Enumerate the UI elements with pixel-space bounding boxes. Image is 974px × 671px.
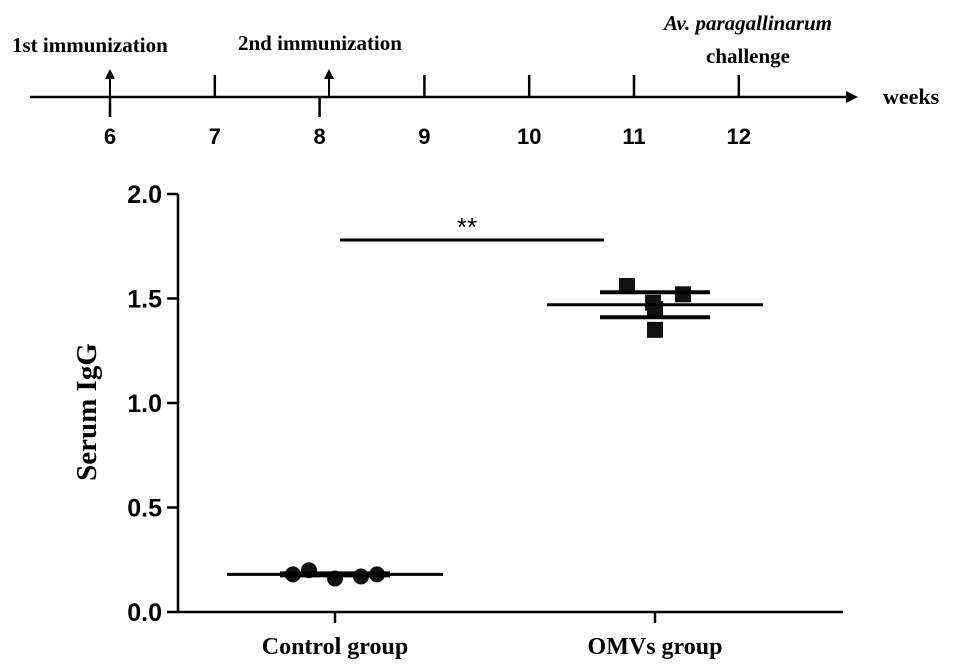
timeline-unit-label: weeks [883,84,940,109]
x-tick-label: OMVs group [588,634,723,660]
x-ticks: Control group OMVs group [262,612,723,660]
data-point [675,286,691,303]
event-label: challenge [706,44,790,68]
y-axis-label: Serum IgG [71,343,103,481]
event-label-italic: Av. paragallinarum [662,11,832,35]
timeline-tick-label: 7 [209,124,221,149]
event-challenge: Av. paragallinarum challenge [662,11,832,68]
timeline-tick-label: 6 [104,124,116,149]
timeline-tick-label: 10 [517,124,541,149]
event-first-immunization: 1st immunization [12,33,168,96]
arrow-up-head-icon [105,69,115,79]
significance-label: ** [457,212,477,242]
timeline-tick-label: 12 [727,124,751,149]
series-control-group [227,562,443,587]
event-label: 2nd immunization [238,31,402,55]
y-tick-label: 1.0 [127,390,162,418]
event-label: 1st immunization [12,33,168,57]
y-tick-label: 0.0 [127,599,162,627]
y-tick-label: 2.0 [127,181,162,209]
x-tick-label: Control group [262,634,408,660]
y-tick-label: 0.5 [127,495,162,523]
series-layer [227,277,763,587]
event-second-immunization: 2nd immunization [238,31,402,96]
timeline-arrowhead [846,91,858,103]
timeline-tick-label: 8 [313,124,325,149]
arrow-up-head-icon [324,69,334,79]
chart: Serum IgG 0.0 0.5 1.0 1.5 2.0 Control group O… [71,181,843,660]
timeline: weeks 6 7 8 9 10 11 12 1st immunization 2nd im… [12,11,940,149]
timeline-tick-label: 9 [418,124,430,149]
timeline-ticks: 6 7 8 9 10 11 12 [104,75,751,149]
data-point [619,277,635,294]
y-tick-label: 1.5 [127,286,162,314]
timeline-tick-label: 11 [622,124,645,149]
data-point [647,321,663,338]
series-omvs-group [547,277,763,338]
y-ticks: 0.0 0.5 1.0 1.5 2.0 [127,181,178,627]
